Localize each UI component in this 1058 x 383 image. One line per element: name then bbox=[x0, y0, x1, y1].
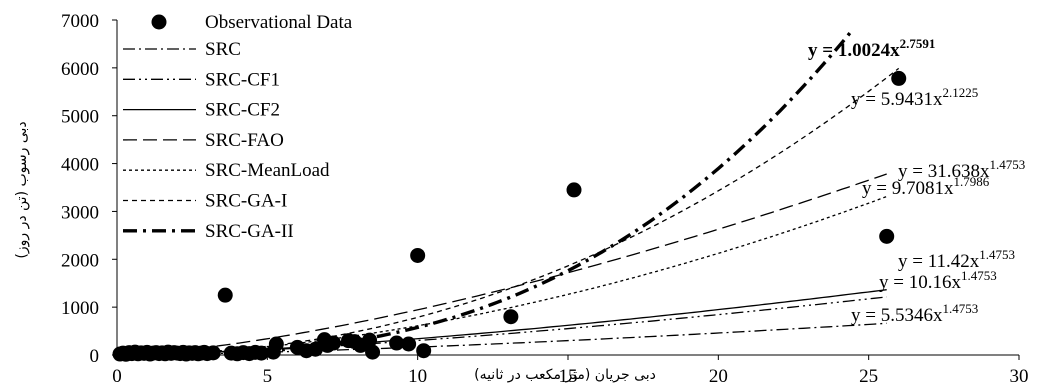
x-tick-label: 25 bbox=[859, 366, 878, 383]
equation-src: y = 5.5346x1.4753 bbox=[851, 301, 978, 326]
equation-src-fao: y = 31.638x1.4753 bbox=[898, 157, 1025, 182]
legend-label-src-ga-ii: SRC-GA-II bbox=[205, 221, 294, 242]
observation-point bbox=[307, 341, 323, 357]
observation-point bbox=[891, 70, 907, 86]
curve-src-cf2 bbox=[116, 289, 887, 356]
x-tick-label: 5 bbox=[263, 366, 273, 383]
equation-src-ga-ii: y = 1.0024x2.7591 bbox=[808, 36, 935, 61]
y-tick-label: 2000 bbox=[61, 250, 99, 271]
observation-point bbox=[879, 228, 895, 244]
y-tick-label: 3000 bbox=[61, 202, 99, 223]
equation-src-ga-i: y = 5.9431x2.1225 bbox=[851, 85, 978, 110]
x-tick-label: 10 bbox=[408, 366, 427, 383]
y-tick-label: 7000 bbox=[61, 11, 99, 32]
legend: Observational Data SRC SRC-CF1 SRC-CF2 SRC-F… bbox=[123, 12, 353, 242]
observation-point bbox=[253, 345, 269, 361]
x-axis-title: دبی جریان (متر مکعب در ثانیه) bbox=[474, 367, 656, 383]
observation-point bbox=[362, 332, 378, 348]
legend-label-src-ga-i: SRC-GA-I bbox=[205, 191, 287, 212]
observation-point bbox=[503, 309, 519, 325]
y-axis-title: دبی رسوب (تن در روز) bbox=[14, 121, 30, 258]
observation-point bbox=[265, 344, 281, 360]
equation-src-cf2: y = 11.42x1.4753 bbox=[898, 247, 1015, 272]
legend-label-src: SRC bbox=[205, 39, 241, 60]
y-tick-label: 5000 bbox=[61, 107, 99, 128]
observation-point bbox=[410, 247, 426, 263]
y-tick-label: 4000 bbox=[61, 155, 99, 176]
curve-src-fao bbox=[116, 173, 887, 356]
observation-point bbox=[365, 344, 381, 360]
y-tick-label: 1000 bbox=[61, 298, 99, 319]
observation-point bbox=[401, 336, 417, 352]
legend-label-src-cf2: SRC-CF2 bbox=[205, 100, 280, 121]
equation-src-meanload: y = 9.7081x1.7986 bbox=[862, 174, 990, 199]
observation-point bbox=[416, 343, 432, 359]
equation-src-cf1: y = 10.16x1.4753 bbox=[879, 268, 997, 293]
observation-point bbox=[566, 182, 582, 198]
y-tick-label: 6000 bbox=[61, 59, 99, 80]
x-tick-label: 30 bbox=[1010, 366, 1029, 383]
legend-label-src-fao: SRC-FAO bbox=[205, 130, 284, 151]
curve-src bbox=[117, 322, 887, 356]
x-tick-label: 20 bbox=[709, 366, 728, 383]
legend-marker-observations bbox=[151, 14, 167, 30]
x-tick-label: 0 bbox=[112, 366, 122, 383]
y-tick-label: 0 bbox=[90, 346, 100, 367]
legend-label-observations: Observational Data bbox=[205, 12, 353, 33]
x-tick-label: 15 bbox=[559, 366, 578, 383]
observation-point bbox=[205, 345, 221, 361]
tick-labels: 0 5 10 15 20 25 30 0 1000 2000 3000 4000 5000 6000 700… bbox=[61, 11, 1029, 383]
observation-point bbox=[389, 335, 405, 351]
point-layer bbox=[112, 70, 907, 362]
observation-point bbox=[217, 287, 233, 303]
legend-label-src-meanload: SRC-MeanLoad bbox=[205, 160, 330, 181]
observation-point bbox=[325, 335, 341, 351]
legend-label-src-cf1: SRC-CF1 bbox=[205, 69, 280, 90]
